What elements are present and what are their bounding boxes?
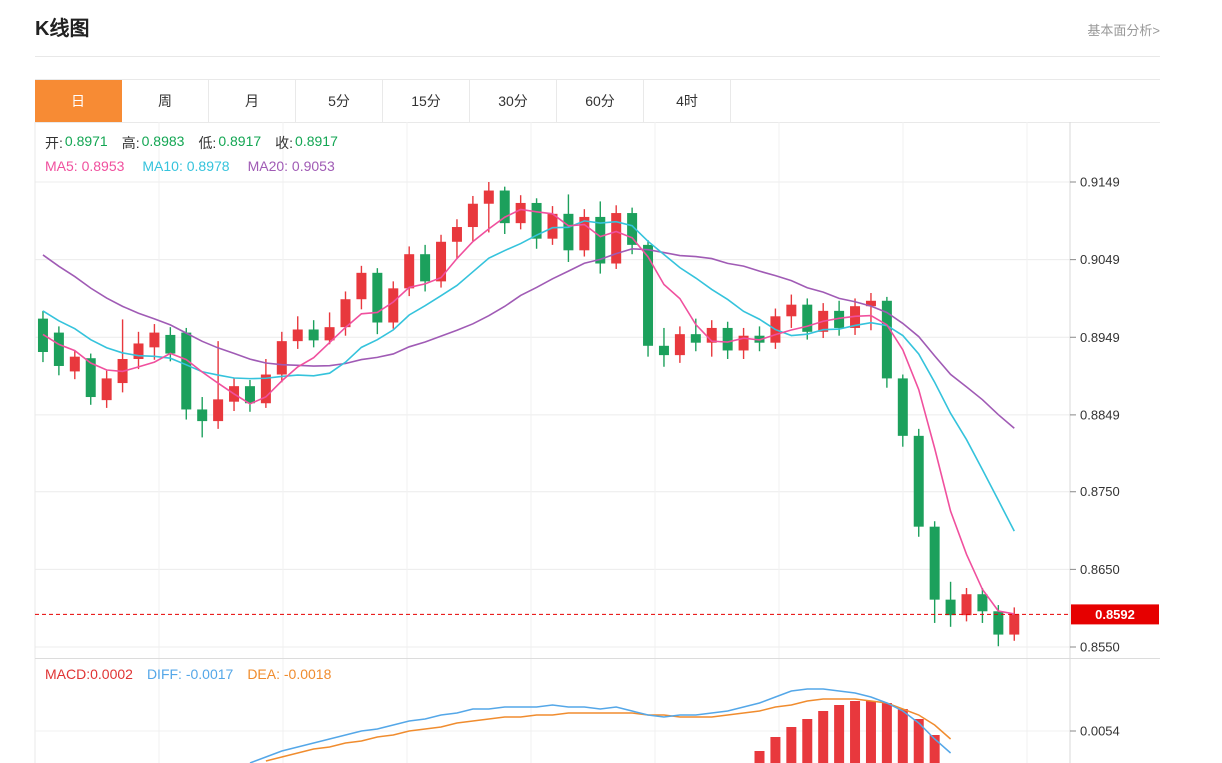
header-divider xyxy=(35,56,1160,57)
tab-15min[interactable]: 15分 xyxy=(383,80,470,122)
current-price-badge xyxy=(1071,604,1159,625)
tab-4hour[interactable]: 4时 xyxy=(644,80,731,122)
y-axis-label: 0.9149 xyxy=(1080,175,1120,190)
macd-hist-bar xyxy=(770,737,781,763)
macd-hist-bar xyxy=(913,719,924,763)
tab-60min[interactable]: 60分 xyxy=(557,80,644,122)
dea-line xyxy=(265,698,952,762)
y-axis-label: 0.8849 xyxy=(1080,407,1120,422)
macd-hist-bar xyxy=(834,705,845,763)
fundamental-analysis-link[interactable]: 基本面分析> xyxy=(1087,23,1160,38)
y-axis-label: 0.8750 xyxy=(1080,484,1120,499)
candles-group xyxy=(37,182,1020,647)
kline-chart-canvas[interactable]: 0.9149 0.9049 0.8949 0.8849 0.8750 0.8650 0.85… xyxy=(0,122,1222,763)
macd-hist-bar xyxy=(865,701,876,763)
period-tabbar: 日 周 月 5分 15分 30分 60分 4时 xyxy=(35,79,1160,123)
y-axis-label: 0.8949 xyxy=(1080,330,1120,345)
macd-hist-bar xyxy=(897,709,908,763)
tab-30min[interactable]: 30分 xyxy=(470,80,557,122)
y-axis-label: 0.8550 xyxy=(1080,640,1120,655)
ma20-line xyxy=(42,247,1015,429)
macd-hist-bar xyxy=(929,735,940,763)
ma10-line xyxy=(42,220,1015,532)
macd-axis-label: 0.0054 xyxy=(1080,724,1120,739)
y-axis-label: 0.8650 xyxy=(1080,562,1120,577)
macd-hist-bar xyxy=(850,701,861,763)
macd-hist-bar xyxy=(818,711,829,763)
diff-line xyxy=(249,688,952,763)
macd-group xyxy=(249,688,952,763)
y-axis-label: 0.9049 xyxy=(1080,252,1120,267)
current-price-badge-text: 0.8592 xyxy=(1095,607,1135,622)
macd-hist-bar xyxy=(802,719,813,763)
tab-day[interactable]: 日 xyxy=(35,80,122,122)
ma5-line xyxy=(42,208,1015,615)
macd-hist-bar xyxy=(786,727,797,763)
page-title: K线图 xyxy=(35,18,90,40)
tab-month[interactable]: 月 xyxy=(209,80,296,122)
tab-week[interactable]: 周 xyxy=(122,80,209,122)
macd-hist-bar xyxy=(881,703,892,763)
tab-5min[interactable]: 5分 xyxy=(296,80,383,122)
macd-hist-bar xyxy=(754,751,765,763)
